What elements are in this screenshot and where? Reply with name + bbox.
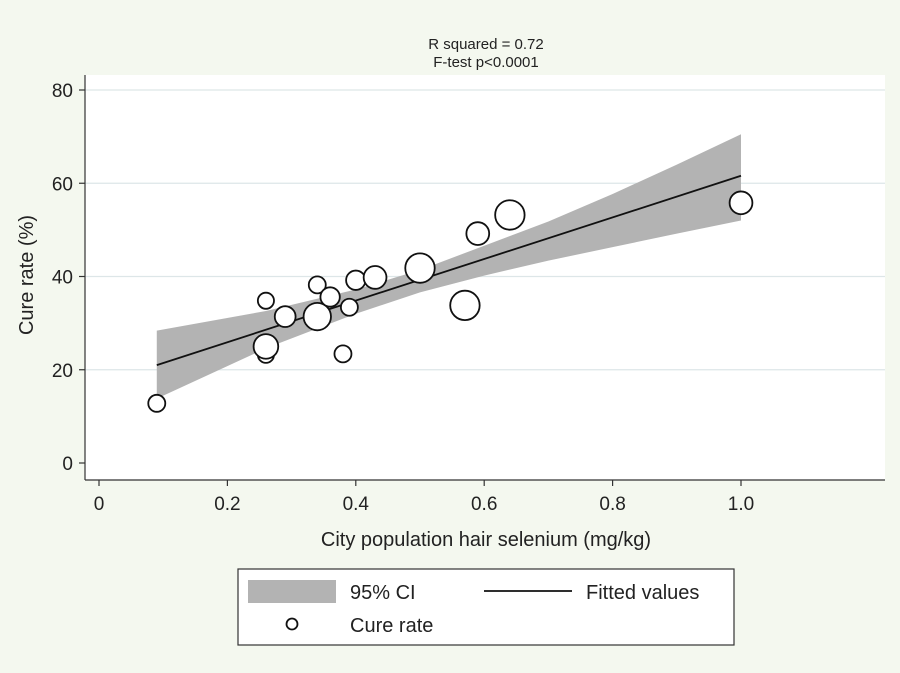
data-point-7: [302, 301, 332, 332]
legend-swatch-cure-rate: [285, 617, 299, 631]
legend-label-ci: 95% CI: [350, 582, 416, 604]
data-point-1: [147, 393, 167, 413]
data-point-9: [333, 344, 353, 364]
x-tick-label-5: 1.0: [728, 494, 754, 515]
x-tick-label-1: 0.2: [214, 494, 240, 515]
data-point-6: [307, 275, 327, 295]
annotation-1: R squared = 0.72: [428, 36, 544, 53]
data-point-11: [345, 269, 367, 291]
y-tick-label-80: 80: [52, 81, 73, 102]
data-point-16: [494, 199, 526, 231]
x-tick-label-0: 0: [94, 494, 105, 515]
fitted-line: [156, 174, 742, 366]
legend-label-cure-rate: Cure rate: [350, 615, 433, 637]
data-point-4: [252, 333, 280, 360]
x-tick-label-2: 0.4: [343, 494, 370, 515]
plot-area: [85, 75, 885, 480]
x-axis-label: City population hair selenium (mg/kg): [321, 529, 651, 551]
data-point-15: [465, 221, 491, 246]
data-point-10: [339, 297, 359, 317]
data-point-17: [728, 190, 754, 216]
data-point-2: [256, 291, 275, 310]
x-tick-label-4: 0.8: [599, 494, 625, 515]
y-tick-label-60: 60: [52, 174, 73, 195]
y-tick-label-40: 40: [52, 268, 73, 289]
legend-label-fitted: Fitted values: [586, 582, 699, 604]
data-point-5: [273, 305, 297, 328]
data-point-8: [319, 286, 341, 308]
y-tick-label-0: 0: [62, 454, 73, 475]
legend-swatch-ci: [248, 580, 336, 603]
ci-band: [156, 134, 741, 399]
data-point-13: [404, 252, 436, 284]
annotation-2: F-test p<0.0001: [433, 54, 538, 71]
legend: 95% CI Fitted values Cure rate: [237, 568, 735, 646]
x-tick-label-3: 0.6: [471, 494, 497, 515]
data-point-14: [449, 289, 481, 322]
y-axis-label: Cure rate (%): [16, 215, 38, 335]
y-tick-label-20: 20: [52, 361, 73, 382]
data-point-12: [362, 265, 388, 290]
